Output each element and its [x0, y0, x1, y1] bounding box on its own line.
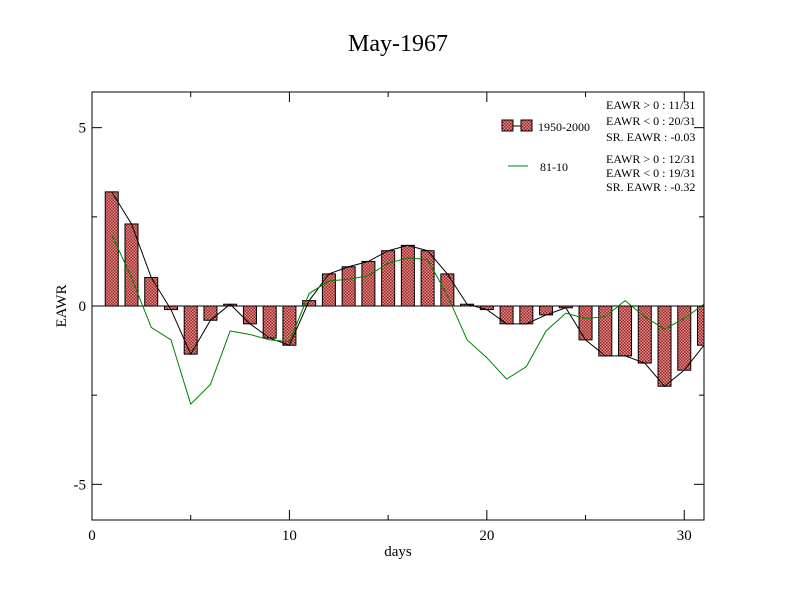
legend-stat: EAWR > 0 : 12/31 [606, 152, 696, 166]
bar-day-15 [381, 250, 396, 307]
bar-day-3 [144, 276, 159, 307]
bar-day-13 [341, 266, 356, 307]
bar-day-18 [440, 273, 455, 307]
x-tick-label: 10 [282, 528, 297, 544]
bar-day-28 [637, 305, 652, 364]
bar-day-10 [282, 305, 297, 346]
y-tick-label: -5 [74, 477, 87, 493]
bar-day-8 [242, 305, 257, 325]
bar-day-9 [262, 305, 277, 339]
legend-stat: SR. EAWR : -0.03 [606, 130, 695, 144]
x-tick-label: 30 [677, 528, 692, 544]
legend-swatch-1950-2000 [501, 119, 514, 132]
legend-label-81-10: 81-10 [540, 160, 568, 174]
bar-day-12 [321, 273, 336, 307]
bar-day-14 [361, 260, 376, 307]
bar-day-20 [479, 305, 494, 311]
y-axis-label: EAWR [54, 285, 70, 328]
legend-swatch-1950-2000-b [520, 119, 533, 132]
bar-day-25 [578, 305, 593, 341]
bar-day-22 [519, 305, 534, 325]
bar-day-16 [400, 244, 415, 307]
x-axis-label: days [384, 544, 412, 560]
bar-day-6 [203, 305, 218, 321]
y-tick-label: 0 [79, 299, 87, 315]
legend-stat: SR. EAWR : -0.32 [606, 180, 695, 194]
legend-stat: EAWR > 0 : 11/31 [606, 98, 695, 112]
x-tick-label: 20 [479, 528, 494, 544]
legend-stat: EAWR < 0 : 20/31 [606, 114, 696, 128]
plot-area [92, 191, 704, 406]
bar-day-1 [104, 191, 119, 307]
axes: 0 10 20 30 -5 0 5 [74, 91, 705, 544]
y-tick-label: 5 [79, 121, 87, 137]
legend: 1950-2000 81-10 EAWR > 0 : 11/31 EAWR < 0 :… [501, 98, 696, 194]
x-tick-label: 0 [88, 528, 96, 544]
bar-day-27 [618, 305, 633, 357]
legend-stat: EAWR < 0 : 19/31 [606, 166, 696, 180]
bar-day-31 [697, 305, 704, 346]
series-line-1950-2000 [111, 191, 704, 387]
series-line-81-10 [111, 234, 704, 406]
legend-label-1950-2000: 1950-2000 [538, 120, 590, 134]
chart-title: May-1967 [348, 31, 448, 57]
bar-day-29 [657, 305, 672, 387]
